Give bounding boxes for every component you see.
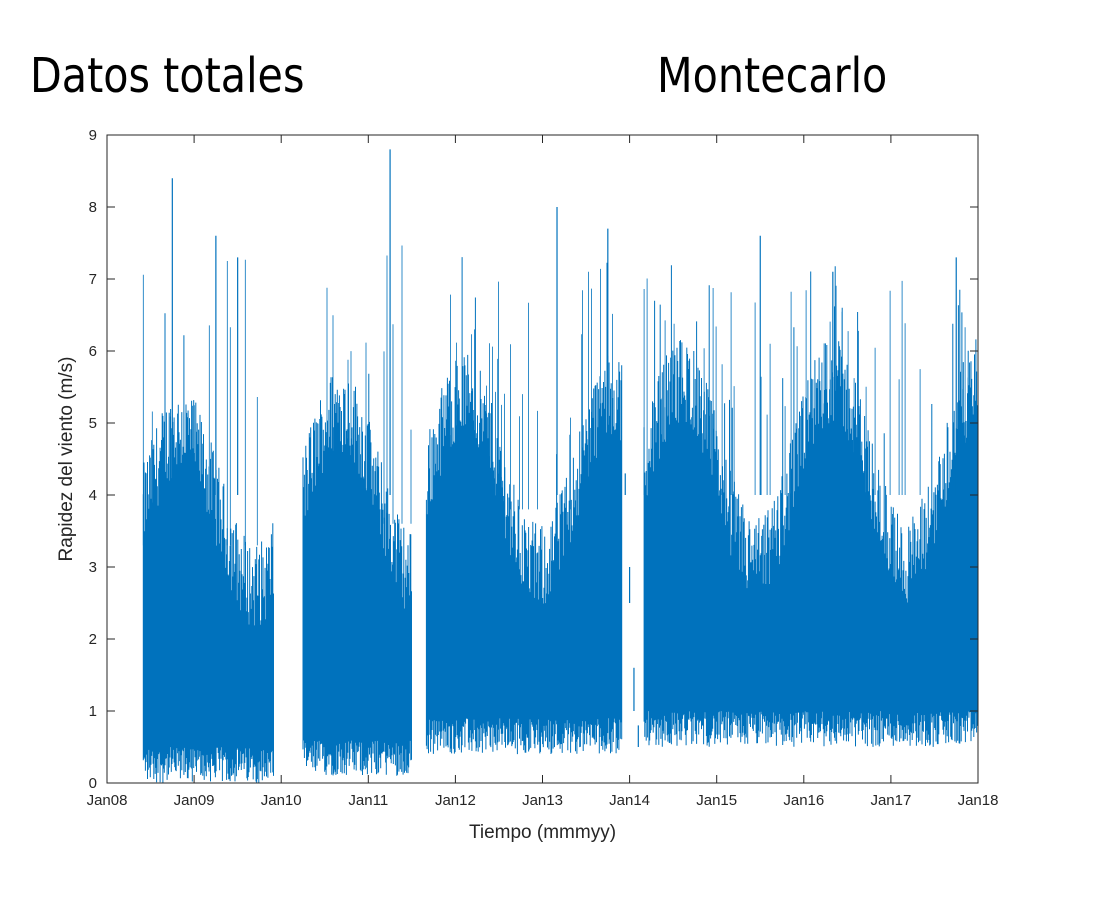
x-axis: Jan08 Jan09 Jan10 Jan11 Jan12 Jan13 Jan14 Jan15… [87,135,999,809]
x-tick-label: Jan08 [87,792,128,809]
series-segment-1 [142,259,274,783]
y-tick-label: 2 [89,631,97,648]
series-segment-2 [302,245,412,776]
x-tick-label: Jan12 [435,792,476,809]
series-segment-4 [643,265,978,747]
axes-box [106,134,979,784]
series-spikes [450,268,613,510]
y-tick-label: 8 [89,199,97,216]
series-body [302,373,412,776]
series-spikes [142,259,258,546]
y-axis: 0 1 2 3 4 5 6 7 8 9 [89,127,978,792]
y-tick-label: 6 [89,343,97,360]
series-spikes [317,245,412,524]
chart-title-right: Montecarlo [657,48,888,104]
chart-title-left: Datos totales [30,48,305,104]
x-tick-label: Jan18 [958,792,999,809]
y-tick-label: 0 [89,775,97,792]
y-tick-label: 7 [89,271,97,288]
x-tick-label: Jan11 [348,792,388,809]
plot-area [142,149,978,783]
series-body [425,257,623,755]
series-body [643,265,978,747]
series-body [142,313,274,783]
x-axis-label: Tiempo (mmmyy) [469,822,616,843]
x-tick-label: Jan13 [522,792,563,809]
x-tick-label: Jan16 [783,792,824,809]
x-tick-label: Jan17 [870,792,911,809]
x-tick-label: Jan09 [174,792,215,809]
y-tick-label: 3 [89,559,97,576]
y-tick-label: 5 [89,415,97,432]
y-tick-label: 1 [89,703,97,720]
y-axis-label: Rapidez del viento (m/s) [56,357,77,562]
x-tick-label: Jan10 [261,792,302,809]
x-tick-label: Jan14 [609,792,650,809]
y-tick-label: 9 [89,127,97,144]
series-segment-3 [425,257,623,755]
series-spikes [643,278,969,495]
y-tick-label: 4 [89,487,97,504]
x-tick-label: Jan15 [696,792,737,809]
